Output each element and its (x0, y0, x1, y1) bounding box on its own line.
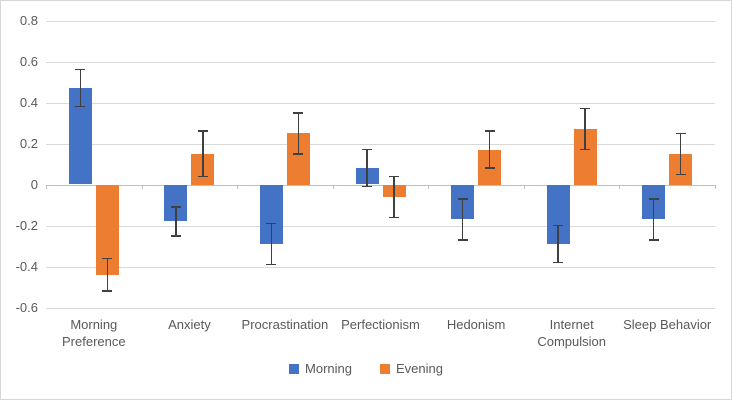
error-bar-cap (75, 105, 86, 108)
error-bar-cap (457, 239, 468, 241)
gridline (46, 61, 715, 63)
y-axis-tick-label: 0.6 (19, 53, 38, 69)
category-axis-tick (523, 184, 525, 189)
error-bar-whisker (393, 176, 395, 218)
category-axis-tick (428, 184, 430, 189)
x-axis-category-label: Procrastination (241, 317, 329, 332)
error-bar-whisker (106, 258, 109, 292)
x-axis-category-label: Internet Compulsion (537, 317, 607, 349)
error-bar-cap (648, 198, 659, 200)
y-axis-tick-label: 0.2 (19, 135, 38, 151)
gridline (46, 102, 715, 104)
bar-morning (546, 184, 570, 244)
category-axis-tick (715, 184, 716, 189)
bar-evening (573, 129, 597, 185)
zero-axis-line (46, 184, 715, 186)
error-bar-cap (170, 235, 181, 237)
legend-label: Morning (305, 361, 352, 376)
error-bar-whisker (297, 112, 300, 154)
error-bar-whisker (584, 108, 586, 150)
bar-morning (164, 184, 188, 222)
error-bar-whisker (79, 69, 82, 107)
category-axis-tick (237, 184, 239, 189)
gridline (46, 143, 715, 145)
category-axis-tick (332, 184, 334, 189)
legend: Morning Evening (1, 361, 731, 376)
y-axis-tick-label: -0.6 (15, 299, 38, 315)
legend-swatch-morning (289, 363, 300, 374)
error-bar-whisker (175, 207, 177, 236)
legend-label: Evening (395, 361, 443, 376)
bar-evening (286, 133, 310, 185)
error-bar-cap (75, 68, 86, 71)
error-bar-cap (266, 263, 277, 266)
error-bar-cap (580, 148, 591, 151)
error-bar-cap (362, 148, 372, 151)
y-axis-tick-label: -0.4 (15, 258, 38, 274)
error-bar-cap (102, 290, 113, 292)
y-axis-tick-label: 0 (30, 176, 38, 192)
error-bar-cap (580, 107, 591, 110)
error-bar-cap (648, 239, 659, 241)
error-bar-cap (197, 130, 208, 132)
error-bar-whisker (461, 198, 464, 240)
error-bar-cap (484, 130, 495, 132)
y-axis-tick-label: 0.8 (19, 12, 38, 28)
y-axis-tick-label: 0.4 (19, 94, 38, 110)
error-bar-cap (170, 206, 181, 208)
error-bar-cap (457, 198, 468, 200)
bar-morning (259, 184, 283, 244)
legend-swatch-evening (379, 363, 390, 374)
y-axis-tick-label: -0.2 (15, 217, 38, 233)
error-bar-cap (266, 222, 277, 225)
error-bar-cap (389, 216, 399, 219)
error-bar-cap (197, 175, 208, 178)
error-bar-whisker (202, 131, 204, 177)
error-bar-cap (675, 173, 686, 175)
bar-evening (95, 184, 119, 275)
error-bar-whisker (270, 223, 273, 265)
legend-item-morning: Morning (289, 361, 352, 376)
error-bar-whisker (488, 131, 491, 169)
gridline (46, 20, 715, 22)
error-bar-cap (293, 153, 304, 155)
gridline (46, 266, 715, 268)
gridline (46, 225, 715, 227)
x-axis-category-label: Anxiety (168, 317, 211, 332)
x-axis-category-label: Morning Preference (62, 317, 126, 349)
legend-item-evening: Evening (379, 361, 443, 376)
error-bar-cap (675, 132, 686, 134)
category-axis-tick (141, 184, 143, 189)
x-axis-category-label: Hedonism (446, 317, 506, 332)
x-axis-category-label: Perfectionism (341, 317, 420, 332)
error-bar-cap (389, 175, 399, 178)
error-bar-cap (102, 257, 113, 260)
error-bar-cap (362, 185, 372, 188)
error-bar-cap (293, 112, 304, 114)
category-axis-tick (46, 184, 47, 189)
gridline (46, 307, 715, 309)
error-bar-cap (484, 167, 495, 169)
error-bar-whisker (366, 149, 368, 187)
error-bar-cap (553, 224, 564, 227)
bar-morning (68, 88, 92, 185)
category-axis-tick (619, 184, 621, 189)
error-bar-whisker (652, 198, 655, 240)
error-bar-whisker (557, 225, 559, 263)
error-bar-cap (553, 261, 564, 264)
error-bar-whisker (679, 133, 682, 175)
x-axis-category-label: Sleep Behavior (623, 317, 712, 332)
